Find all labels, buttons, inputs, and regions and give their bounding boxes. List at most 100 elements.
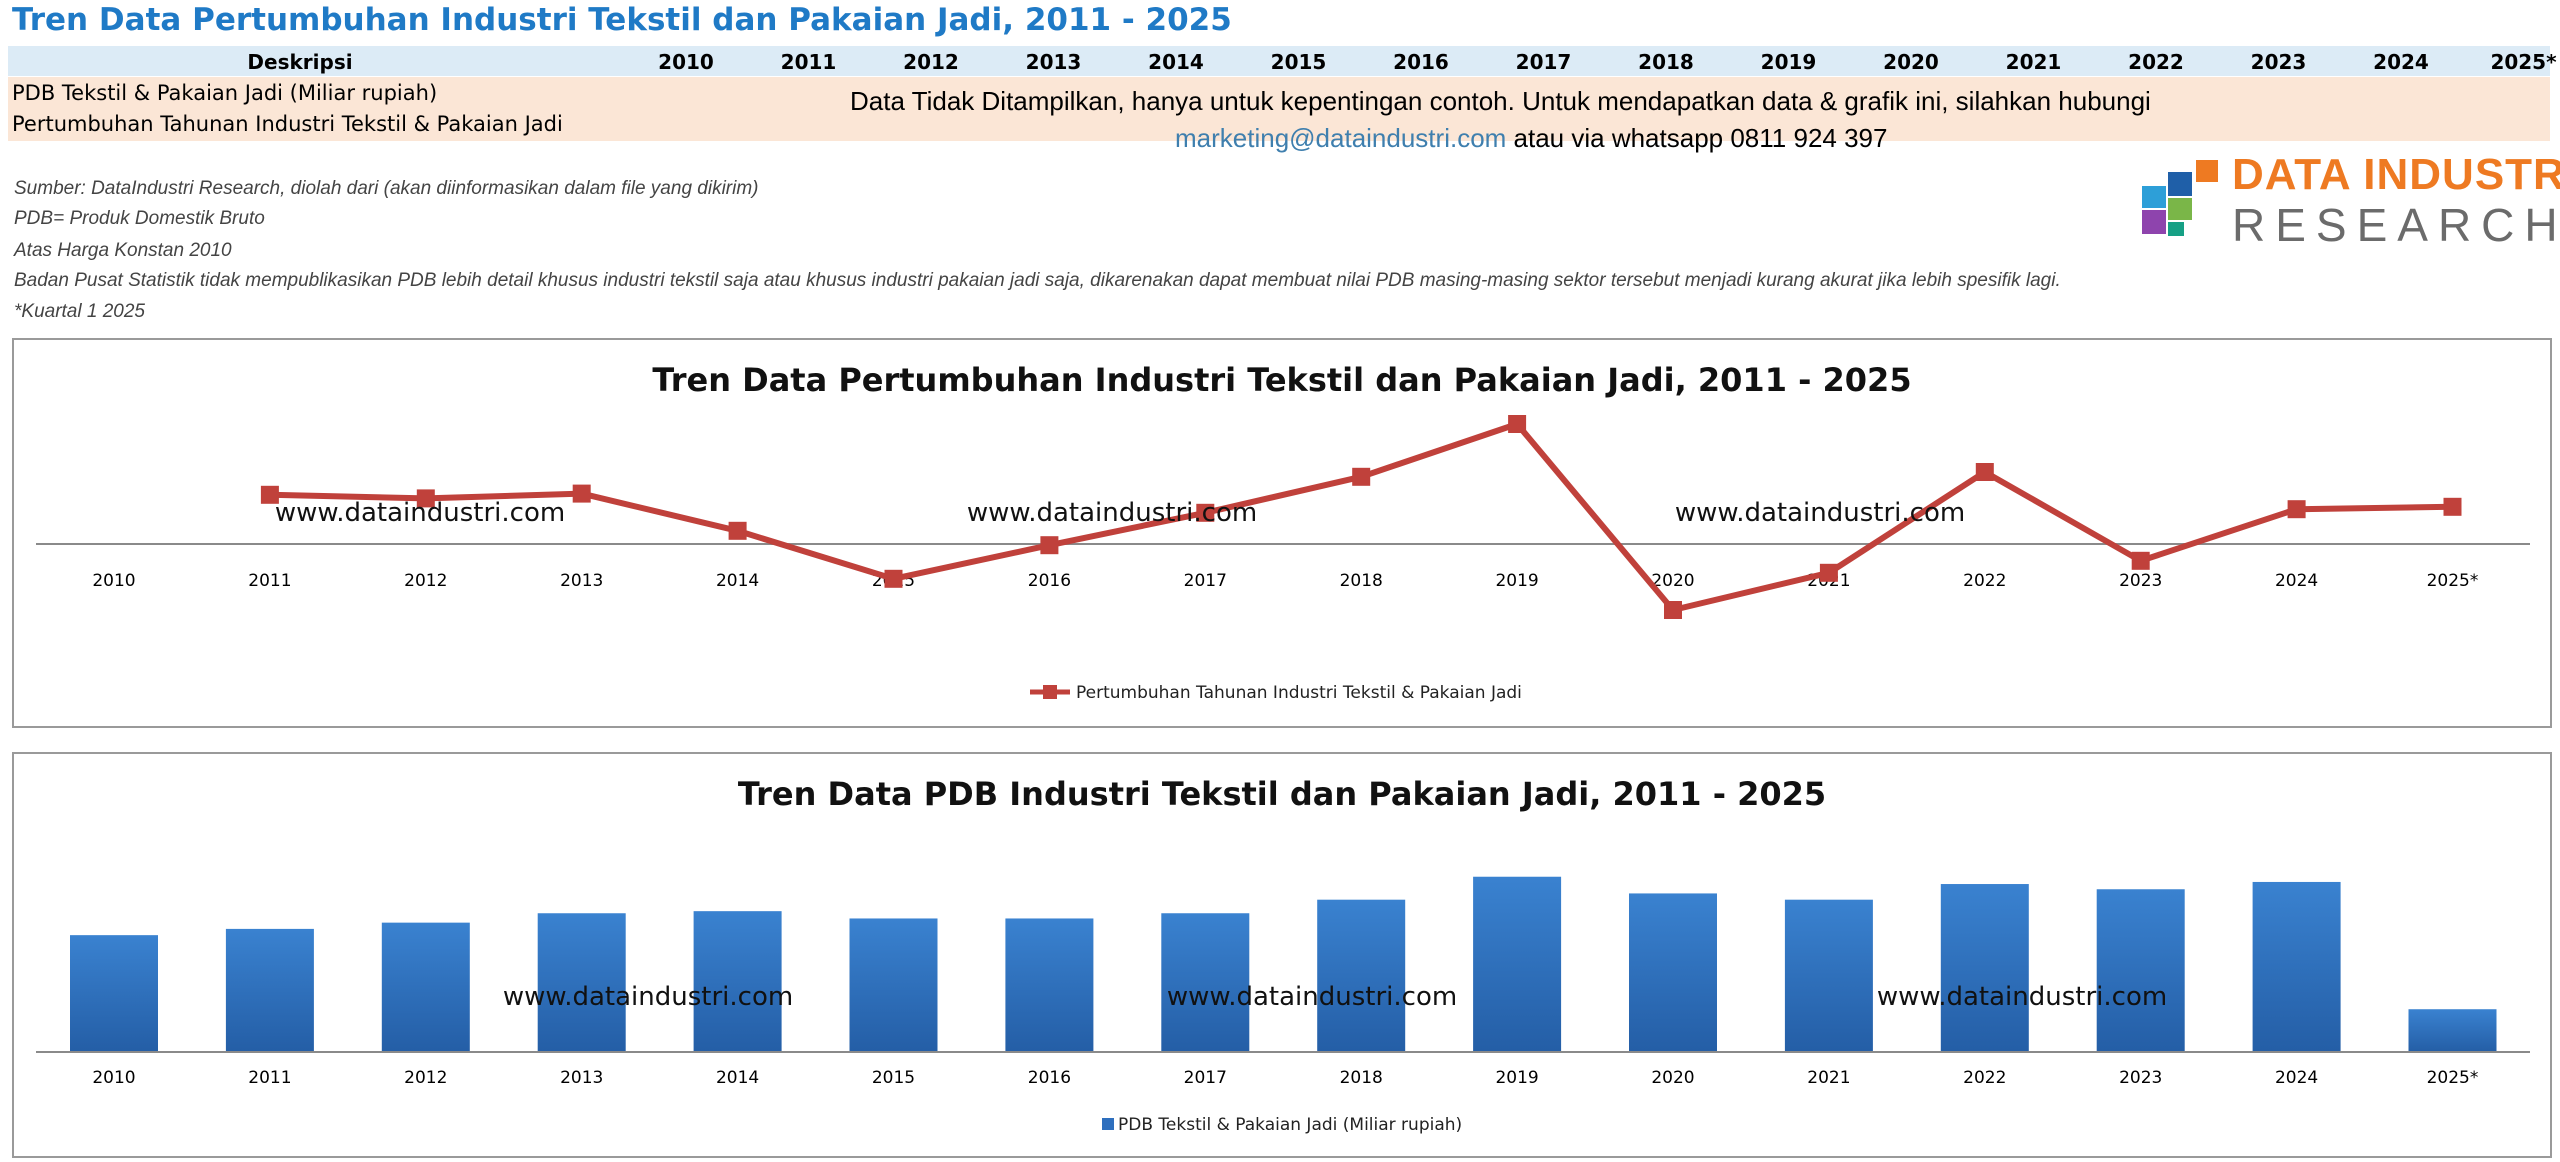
- bar-chart-tick-2023: 2023: [2119, 1068, 2162, 1088]
- line-chart-tick-2022: 2022: [1963, 571, 2006, 591]
- line-point-2013: [572, 484, 591, 503]
- line-legend-label: Pertumbuhan Tahunan Industri Tekstil & P…: [1076, 683, 1522, 703]
- line-chart-tick-2010: 2010: [92, 571, 135, 591]
- line-chart-tick-2020: 2020: [1651, 571, 1694, 591]
- bar-chart-tick-2022: 2022: [1963, 1068, 2006, 1088]
- bar-2022: [1940, 884, 2029, 1052]
- line-chart-tick-2023: 2023: [2119, 571, 2162, 591]
- logo-text-line2: RESEARCH: [2232, 199, 2560, 251]
- header-descripsi: Deskripsi: [247, 50, 353, 74]
- bar-2024: [2252, 881, 2341, 1052]
- header-year-4: 2014: [1148, 50, 1204, 74]
- watermark-line-0: www.dataindustri.com: [275, 498, 565, 528]
- bar-2021: [1784, 899, 1873, 1052]
- line-point-2011: [260, 485, 279, 504]
- line-chart-tick-2016: 2016: [1028, 571, 1071, 591]
- line-legend-marker: [1043, 685, 1057, 699]
- watermark-bar-0: www.dataindustri.com: [503, 982, 793, 1012]
- line-chart-tick-2025*: 2025*: [2427, 571, 2479, 591]
- header-year-1: 2011: [780, 50, 837, 74]
- line-point-2014: [728, 521, 747, 540]
- line-chart-tick-2013: 2013: [560, 571, 603, 591]
- logo-mark: [2142, 160, 2218, 236]
- bar-chart-tick-2021: 2021: [1807, 1068, 1850, 1088]
- bar-chart-tick-2011: 2011: [248, 1068, 291, 1088]
- logo-square-1: [2196, 160, 2218, 182]
- line-chart-tick-2018: 2018: [1340, 571, 1383, 591]
- header-year-10: 2020: [1883, 50, 1939, 74]
- bar-2016: [1005, 918, 1094, 1052]
- bar-2015: [849, 918, 938, 1052]
- header-year-11: 2021: [2005, 50, 2062, 74]
- line-point-2016: [1040, 536, 1059, 555]
- line-point-2018: [1352, 467, 1371, 486]
- note-harga-konstan: Atas Harga Konstan 2010: [14, 240, 232, 261]
- header-year-0: 2010: [658, 50, 714, 74]
- line-point-2019: [1508, 415, 1527, 433]
- table-header: Deskripsi 2010 2011 2012 2013 2014 2015 2016 20…: [8, 46, 2557, 76]
- line-point-2015: [884, 569, 903, 588]
- header-year-6: 2016: [1393, 50, 1449, 74]
- logo-square-3: [2142, 186, 2166, 208]
- header-year-5: 2015: [1270, 50, 1327, 74]
- bar-2017: [1161, 913, 1250, 1052]
- line-chart-tick-2024: 2024: [2275, 571, 2318, 591]
- row-label-pdb: PDB Tekstil & Pakaian Jadi (Miliar rupia…: [12, 81, 438, 105]
- whatsapp-text: atau via whatsapp 0811 924 397: [1506, 123, 1888, 153]
- line-chart-tick-2017: 2017: [1184, 571, 1227, 591]
- bar-chart-tick-2020: 2020: [1651, 1068, 1694, 1088]
- line-point-2023: [2131, 551, 2150, 570]
- bar-chart-title: Tren Data PDB Industri Tekstil dan Pakai…: [738, 775, 1826, 813]
- data-hidden-band: [8, 77, 2550, 141]
- line-point-2024: [2287, 500, 2306, 519]
- watermark-line-1: www.dataindustri.com: [967, 498, 1257, 528]
- header-year-14: 2024: [2373, 50, 2429, 74]
- header-year-8: 2018: [1638, 50, 1694, 74]
- bar-chart-tick-2010: 2010: [92, 1068, 135, 1088]
- bar-2018: [1317, 899, 1406, 1052]
- note-bps: Badan Pusat Statistik tidak mempublikasi…: [14, 270, 2061, 291]
- logo-square-4: [2168, 198, 2192, 220]
- bar-legend-marker: [1102, 1118, 1114, 1130]
- watermark-bar-2: www.dataindustri.com: [1877, 982, 2167, 1012]
- bar-2020: [1629, 893, 1717, 1052]
- line-point-2020: [1664, 601, 1682, 619]
- logo-square-2: [2168, 172, 2192, 196]
- notice-line-1: Data Tidak Ditampilkan, hanya untuk kepe…: [850, 86, 2151, 116]
- note-kuartal: *Kuartal 1 2025: [14, 301, 145, 322]
- bar-2012: [381, 922, 470, 1052]
- bar-chart-tick-2012: 2012: [404, 1068, 447, 1088]
- bar-2010: [70, 935, 158, 1052]
- line-chart-tick-2019: 2019: [1495, 571, 1538, 591]
- bar-legend-label: PDB Tekstil & Pakaian Jadi (Miliar rupia…: [1118, 1115, 1462, 1135]
- bar-chart-panel: Tren Data PDB Industri Tekstil dan Pakai…: [12, 752, 2552, 1158]
- bar-chart-tick-2017: 2017: [1184, 1068, 1227, 1088]
- bar-2025*: [2408, 1009, 2497, 1052]
- logo-square-5: [2142, 210, 2166, 234]
- line-point-2012: [416, 489, 435, 508]
- row-label-growth: Pertumbuhan Tahunan Industri Tekstil & P…: [12, 112, 563, 136]
- email-link[interactable]: marketing@dataindustri.com: [1175, 123, 1507, 153]
- watermark-line-2: www.dataindustri.com: [1675, 498, 1965, 528]
- header-year-2: 2012: [903, 50, 959, 74]
- line-chart-panel: Tren Data Pertumbuhan Industri Tekstil d…: [12, 338, 2552, 728]
- bar-2019: [1473, 876, 1562, 1052]
- line-chart: Tren Data Pertumbuhan Industri Tekstil d…: [36, 361, 2530, 703]
- header-year-13: 2023: [2250, 50, 2307, 74]
- bar-chart-tick-2014: 2014: [716, 1068, 759, 1088]
- line-chart-tick-2014: 2014: [716, 571, 759, 591]
- bar-2014: [693, 911, 782, 1052]
- logo-square-6: [2168, 222, 2184, 236]
- header-year-3: 2013: [1025, 50, 1082, 74]
- line-point-2022: [1975, 463, 1994, 481]
- header-year-12: 2022: [2128, 50, 2184, 74]
- line-point-2017: [1196, 503, 1215, 522]
- bar-2023: [2096, 889, 2185, 1052]
- bar-chart-tick-2019: 2019: [1495, 1068, 1538, 1088]
- header-year-9: 2019: [1760, 50, 1817, 74]
- bar-chart: Tren Data PDB Industri Tekstil dan Pakai…: [36, 775, 2530, 1135]
- header-year-7: 2017: [1515, 50, 1572, 74]
- page-title: Tren Data Pertumbuhan Industri Tekstil d…: [12, 2, 1232, 38]
- note-pdb: PDB= Produk Domestik Bruto: [14, 208, 265, 229]
- bar-chart-tick-2025*: 2025*: [2427, 1068, 2479, 1088]
